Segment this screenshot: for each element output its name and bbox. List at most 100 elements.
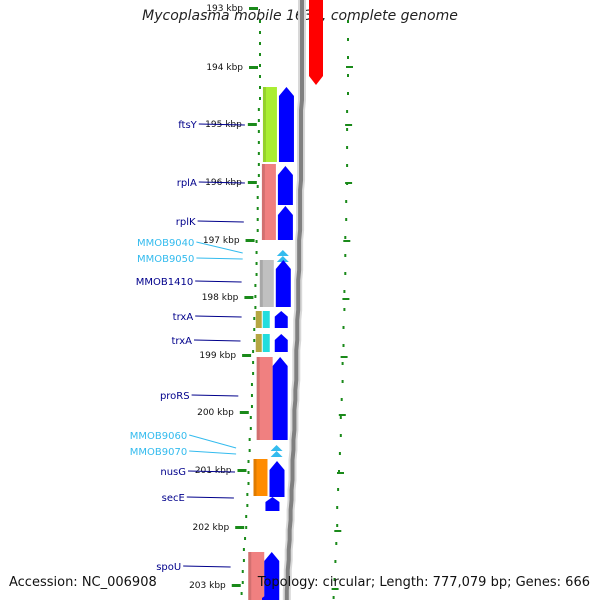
outer-ring-dot <box>344 254 347 257</box>
ruler-dot <box>246 504 249 507</box>
outer-ring-dash <box>346 66 353 68</box>
forward-gene-arrow <box>272 357 288 440</box>
ruler-dot <box>256 185 259 188</box>
ruler-dot <box>253 339 256 342</box>
ruler-dot <box>254 284 257 287</box>
forward-gene-arrow <box>277 206 293 240</box>
ruler-dot <box>254 295 257 298</box>
outer-ring-dot <box>342 344 345 347</box>
forward-gene-arrow <box>275 260 291 307</box>
outer-ring-dash <box>331 588 339 590</box>
ruler-dot <box>255 240 258 243</box>
cog-band-shade <box>262 87 266 162</box>
kbp-tick-label: 201 kbp <box>195 466 232 476</box>
outer-ring-dash <box>345 124 353 126</box>
outer-ring-dot <box>347 74 349 77</box>
ruler-dot <box>257 130 260 133</box>
forward-gene-arrow <box>277 166 293 205</box>
outer-ring-dot <box>339 434 342 437</box>
gene-label-leader <box>186 496 234 499</box>
gene-label-leader <box>193 339 241 342</box>
kbp-tick-label: 202 kbp <box>193 523 230 533</box>
cog-band-shade <box>261 164 265 240</box>
outer-ring-dot <box>347 92 349 95</box>
ruler-dot <box>253 328 256 331</box>
gene-label-leader <box>191 394 239 397</box>
ruler-dot <box>255 262 258 265</box>
small-gene-arrow <box>270 445 283 451</box>
outer-ring-dot <box>346 146 349 149</box>
outer-ring-dot <box>343 308 346 311</box>
outer-ring-dot <box>338 452 341 455</box>
gene-label: nusG <box>160 467 186 478</box>
outer-ring-dash <box>340 356 348 358</box>
kbp-tick-mark <box>244 296 254 299</box>
gene-label: MMOB9040 <box>137 238 194 249</box>
outer-ring-dash <box>338 414 346 416</box>
outer-ring-dot <box>347 56 349 59</box>
forward-gene-arrow <box>264 552 280 600</box>
ruler-dot <box>252 361 255 364</box>
ruler-dot <box>257 108 260 111</box>
ruler-dot <box>259 97 261 100</box>
outer-ring-dot <box>346 164 349 167</box>
outer-ring-dot <box>335 542 338 545</box>
cog-color-band <box>255 334 262 352</box>
gene-label-leader <box>189 434 237 449</box>
gene-label: MMOB9060 <box>130 431 187 442</box>
ruler-dot <box>259 42 261 45</box>
cog-color-band <box>253 459 268 496</box>
ruler-dot <box>259 86 261 89</box>
outer-ring-dot <box>336 506 339 509</box>
gene-label-leader <box>187 470 236 473</box>
forward-gene-arrow <box>269 461 285 497</box>
ruler-dot <box>259 20 261 23</box>
ruler-dot <box>257 141 260 144</box>
outer-ring-dot <box>339 416 342 419</box>
kbp-tick-mark <box>249 7 258 10</box>
ruler-dot <box>257 163 260 166</box>
ruler-dot <box>255 251 258 254</box>
cog-color-band <box>248 552 265 600</box>
ruler-dot <box>245 515 248 518</box>
outer-ring-dot <box>340 398 343 401</box>
forward-gene-arrow <box>265 497 280 511</box>
forward-gene-arrow <box>262 593 276 600</box>
gene-label: trxA <box>173 312 194 323</box>
ruler-dot <box>250 383 253 386</box>
kbp-tick-label: 200 kbp <box>197 408 234 418</box>
gene-label-leader <box>196 257 243 260</box>
kbp-tick-mark <box>231 584 241 587</box>
gene-label-leader <box>197 220 244 223</box>
ruler-dot <box>247 460 250 463</box>
outer-ring-dot <box>347 38 349 41</box>
outer-ring-dot <box>337 488 340 491</box>
kbp-tick-label: 199 kbp <box>199 351 236 361</box>
gene-label: MMOB9050 <box>137 254 194 265</box>
ruler-dot <box>259 75 261 78</box>
kbp-tick-mark <box>242 354 252 357</box>
cog-color-band <box>259 260 274 307</box>
outer-ring-dot <box>342 326 345 329</box>
ruler-dot <box>247 471 250 474</box>
ruler-dot <box>248 449 251 452</box>
gene-label: MMOB1410 <box>136 277 193 288</box>
ruler-dot <box>257 174 260 177</box>
ruler-dot <box>256 229 259 232</box>
backbone-line <box>284 0 304 600</box>
gene-label: rplK <box>176 217 196 228</box>
cog-color-band-2 <box>262 311 270 328</box>
ruler-dot <box>240 592 243 595</box>
gene-label-leader <box>196 241 243 254</box>
outer-ring-dot <box>343 290 346 293</box>
gene-label: secE <box>162 493 185 504</box>
gene-label: spoU <box>156 562 181 573</box>
outer-ring-dot <box>346 110 349 113</box>
forward-gene-arrow <box>274 334 288 352</box>
outer-ring-dot <box>336 524 339 527</box>
ruler-dot <box>248 438 251 441</box>
ruler-dot <box>245 526 248 529</box>
outer-ring-dot <box>346 128 349 131</box>
kbp-tick-mark <box>237 469 247 472</box>
